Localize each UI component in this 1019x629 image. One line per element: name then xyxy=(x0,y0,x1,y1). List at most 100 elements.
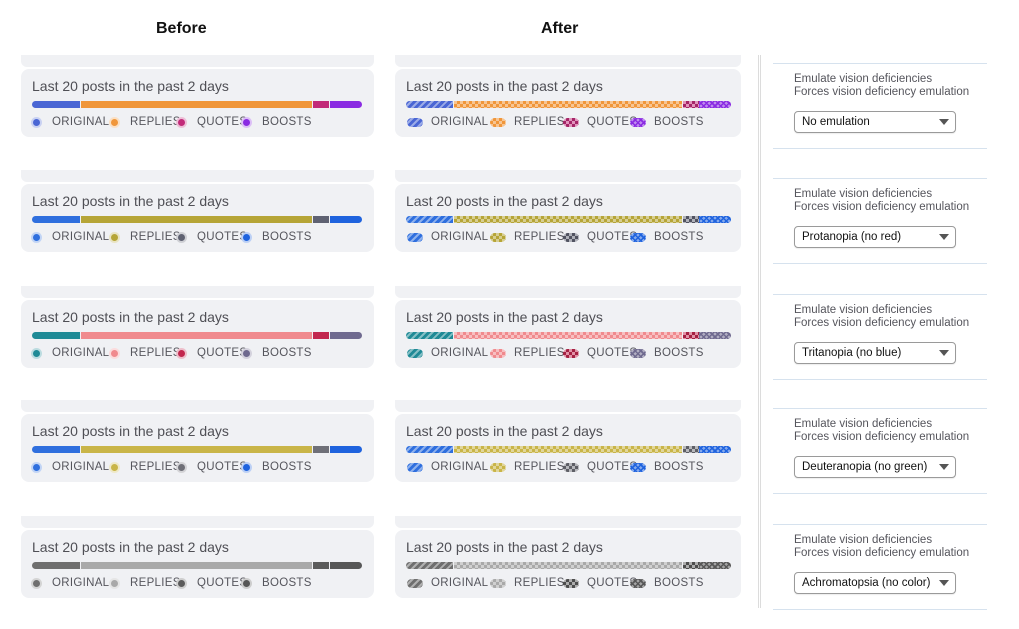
chevron-down-icon xyxy=(939,580,949,586)
card-title: Last 20 posts in the past 2 days xyxy=(406,78,603,94)
chevron-down-icon xyxy=(939,119,949,125)
quotes-pattern-swatch-icon xyxy=(563,579,579,588)
legend: ORIGINAL REPLIES QUOTES BOOSTS xyxy=(33,347,363,361)
panel-title: Emulate vision deficiencies xyxy=(794,534,933,546)
legend-label: REPLIES xyxy=(514,461,565,473)
original-dot-icon xyxy=(33,234,40,241)
legend-label: QUOTES xyxy=(587,461,638,473)
original-dot-icon xyxy=(33,119,40,126)
legend-label: QUOTES xyxy=(197,461,248,473)
legend-label: BOOSTS xyxy=(654,577,704,589)
legend-label: ORIGINAL xyxy=(52,461,110,473)
legend: ORIGINAL REPLIES QUOTES BOOSTS xyxy=(407,577,737,591)
stacked-bar xyxy=(32,101,362,108)
bar-segment-boosts xyxy=(330,216,362,223)
emulation-select-value: Tritanopia (no blue) xyxy=(802,347,902,359)
vision-deficiency-panel: Emulate vision deficiencies Forces vision… xyxy=(773,524,987,610)
legend-label: REPLIES xyxy=(514,577,565,589)
chevron-down-icon xyxy=(939,464,949,470)
panel-description: Forces vision deficiency emulation xyxy=(794,201,970,213)
panel-title: Emulate vision deficiencies xyxy=(794,188,933,200)
bar-segment-replies xyxy=(454,562,682,569)
quotes-pattern-swatch-icon xyxy=(563,118,579,127)
vision-deficiency-panel: Emulate vision deficiencies Forces vision… xyxy=(773,408,987,494)
stacked-bar xyxy=(32,562,362,569)
bar-segment-boosts xyxy=(330,332,362,339)
legend-label: BOOSTS xyxy=(262,347,312,359)
emulation-select[interactable]: Tritanopia (no blue) xyxy=(794,342,956,364)
emulation-select[interactable]: Protanopia (no red) xyxy=(794,226,956,248)
bar-segment-boosts xyxy=(699,101,731,108)
card-title: Last 20 posts in the past 2 days xyxy=(32,78,229,94)
legend-label: BOOSTS xyxy=(654,461,704,473)
bar-segment-replies xyxy=(81,562,312,569)
after-card-stub xyxy=(395,170,741,182)
legend-label: REPLIES xyxy=(514,231,565,243)
boosts-dot-icon xyxy=(243,119,250,126)
bar-segment-original xyxy=(32,562,80,569)
legend-label: QUOTES xyxy=(197,347,248,359)
bar-segment-original xyxy=(406,562,453,569)
emulation-select-value: Achromatopsia (no color) xyxy=(802,577,931,589)
before-card-stub xyxy=(21,286,374,298)
bar-segment-original xyxy=(32,446,80,453)
panel-description: Forces vision deficiency emulation xyxy=(794,431,970,443)
boosts-dot-icon xyxy=(243,350,250,357)
devtools-divider xyxy=(758,55,761,608)
card-title: Last 20 posts in the past 2 days xyxy=(406,539,603,555)
legend-label: BOOSTS xyxy=(654,231,704,243)
bar-segment-boosts xyxy=(699,332,731,339)
legend-label: BOOSTS xyxy=(654,347,704,359)
legend-label: REPLIES xyxy=(130,231,181,243)
legend-label: QUOTES xyxy=(197,577,248,589)
original-pattern-swatch-icon xyxy=(407,233,423,242)
boosts-dot-icon xyxy=(243,580,250,587)
boosts-pattern-swatch-icon xyxy=(630,579,646,588)
legend-label: REPLIES xyxy=(514,116,565,128)
legend-label: BOOSTS xyxy=(262,231,312,243)
legend-label: BOOSTS xyxy=(654,116,704,128)
bar-segment-replies xyxy=(81,216,312,223)
bar-segment-quotes xyxy=(313,446,329,453)
bar-segment-replies xyxy=(454,446,682,453)
original-pattern-swatch-icon xyxy=(407,349,423,358)
legend-label: BOOSTS xyxy=(262,116,312,128)
stacked-bar xyxy=(406,562,731,569)
vision-deficiency-panel: Emulate vision deficiencies Forces vision… xyxy=(773,178,987,264)
replies-pattern-swatch-icon xyxy=(490,118,506,127)
legend: ORIGINAL REPLIES QUOTES BOOSTS xyxy=(33,461,363,475)
bar-segment-replies xyxy=(81,332,312,339)
replies-dot-icon xyxy=(111,350,118,357)
bar-segment-replies xyxy=(454,101,682,108)
original-pattern-swatch-icon xyxy=(407,579,423,588)
emulation-select[interactable]: No emulation xyxy=(794,111,956,133)
after-post-stats-card: Last 20 posts in the past 2 days ORIGINAL… xyxy=(395,184,741,252)
chevron-down-icon xyxy=(939,350,949,356)
bar-segment-boosts xyxy=(699,562,731,569)
bar-segment-replies xyxy=(81,446,312,453)
bar-segment-boosts xyxy=(699,216,731,223)
stacked-bar xyxy=(406,332,731,339)
legend-label: ORIGINAL xyxy=(431,577,489,589)
vision-deficiency-panel: Emulate vision deficiencies Forces vision… xyxy=(773,294,987,380)
stacked-bar xyxy=(406,216,731,223)
bar-segment-quotes xyxy=(313,332,329,339)
after-post-stats-card: Last 20 posts in the past 2 days ORIGINAL… xyxy=(395,530,741,598)
before-post-stats-card: Last 20 posts in the past 2 days ORIGINAL… xyxy=(21,184,374,252)
bar-segment-original xyxy=(406,101,453,108)
quotes-pattern-swatch-icon xyxy=(563,463,579,472)
legend-label: BOOSTS xyxy=(262,577,312,589)
legend-label: REPLIES xyxy=(514,347,565,359)
emulation-select[interactable]: Deuteranopia (no green) xyxy=(794,456,956,478)
card-title: Last 20 posts in the past 2 days xyxy=(406,309,603,325)
card-title: Last 20 posts in the past 2 days xyxy=(32,193,229,209)
after-card-stub xyxy=(395,400,741,412)
boosts-pattern-swatch-icon xyxy=(630,118,646,127)
panel-description: Forces vision deficiency emulation xyxy=(794,317,970,329)
quotes-dot-icon xyxy=(178,119,185,126)
after-card-stub xyxy=(395,55,741,67)
bar-segment-quotes xyxy=(683,216,699,223)
bar-segment-replies xyxy=(81,101,312,108)
panel-description: Forces vision deficiency emulation xyxy=(794,547,970,559)
emulation-select[interactable]: Achromatopsia (no color) xyxy=(794,572,956,594)
